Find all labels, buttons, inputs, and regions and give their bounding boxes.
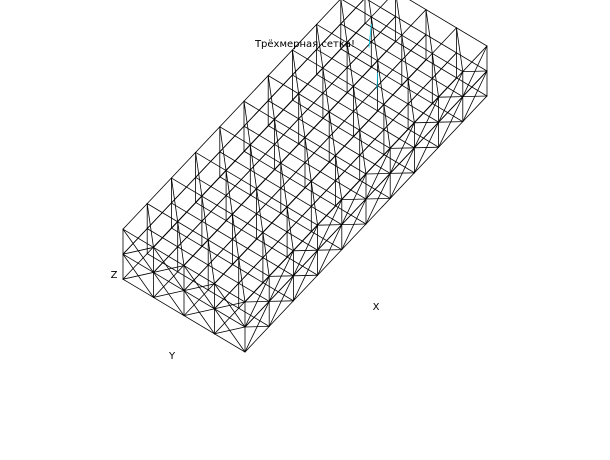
grid-brace-side xyxy=(153,290,185,298)
grid-brace-front xyxy=(462,70,488,73)
grid-brace-front xyxy=(365,197,391,200)
grid-brace-front xyxy=(268,300,294,302)
z-axis-label: Z xyxy=(111,270,118,281)
grid-brace-front xyxy=(341,223,367,226)
grid-highlight xyxy=(376,72,379,90)
grid-brace-top xyxy=(425,9,433,54)
grid-brace-top xyxy=(368,0,372,18)
grid-brace-front xyxy=(413,121,440,124)
grid-line-x-mid xyxy=(213,52,458,310)
grid-line-x-mid xyxy=(152,15,397,273)
grid-brace-front xyxy=(341,198,367,201)
grid-brace-top xyxy=(456,27,464,73)
grid-brace-front xyxy=(317,224,343,226)
grid-brace-front xyxy=(413,146,440,149)
grid-brace-front xyxy=(268,275,294,277)
grid-brace-front xyxy=(389,172,415,174)
grid-line-x-mid xyxy=(244,70,488,328)
grid-brace-front xyxy=(317,249,343,251)
grid-brace-side xyxy=(153,265,185,273)
wireframe-grid xyxy=(122,0,488,353)
grid-brace-front xyxy=(244,325,270,328)
grid-brace-front xyxy=(462,95,488,98)
grid-brace-front xyxy=(365,172,391,175)
grid-brace-front xyxy=(389,147,415,149)
grid-brace-side xyxy=(183,308,215,317)
grid-brace-front xyxy=(244,300,270,303)
grid-line-x-mid xyxy=(122,0,364,255)
grid-highlight xyxy=(368,24,372,48)
grid-brace-front xyxy=(292,249,319,252)
grid-brace-side xyxy=(122,246,154,255)
grid-brace-side xyxy=(214,301,246,310)
grid-line-x-mid xyxy=(183,34,427,292)
grid-brace-front xyxy=(292,274,319,277)
grid-brace-front xyxy=(438,121,464,123)
figure-title: Трёхмерная сетка! xyxy=(254,39,355,50)
grid-brace-side xyxy=(122,271,154,280)
x-axis-label: X xyxy=(373,302,380,313)
grid-brace-side xyxy=(183,283,215,292)
grid-brace-front xyxy=(438,96,464,98)
grid-brace-side xyxy=(214,326,246,335)
grid-brace-top xyxy=(396,0,403,36)
y-axis-label: Y xyxy=(168,351,176,362)
